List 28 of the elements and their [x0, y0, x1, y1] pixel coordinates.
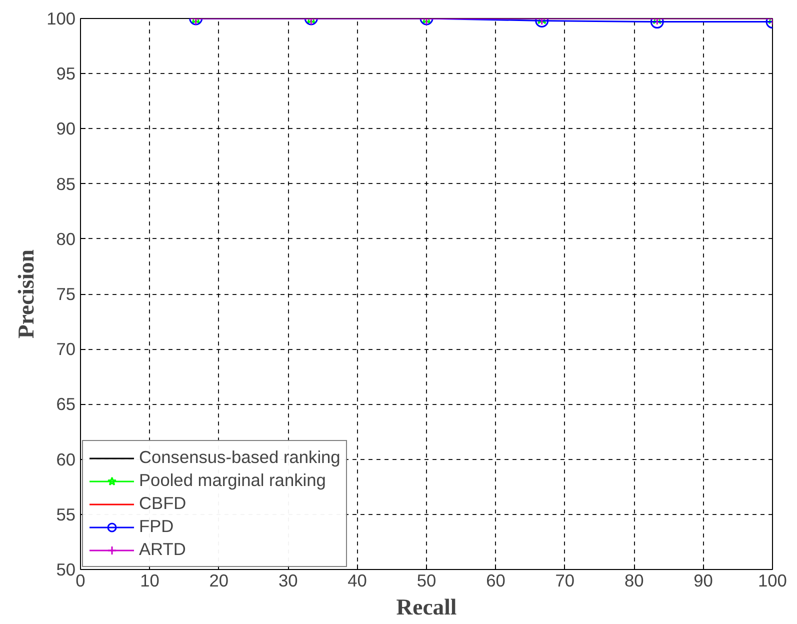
- y-tick-label: 80: [56, 228, 76, 249]
- y-tick-label: 70: [56, 339, 76, 360]
- x-axis-title: Recall: [396, 594, 457, 620]
- y-tick-label: 100: [46, 8, 76, 28]
- x-tick-label: 10: [140, 570, 160, 590]
- y-tick-label: 85: [56, 174, 76, 194]
- legend-label: CBFD: [139, 493, 186, 514]
- legend-label: FPD: [139, 516, 174, 537]
- y-tick-label: 75: [56, 284, 76, 304]
- x-tick-label: 100: [758, 570, 787, 590]
- legend-label: Consensus-based ranking: [139, 447, 340, 468]
- x-tick-label: 70: [555, 570, 575, 590]
- y-tick-label: 90: [56, 118, 76, 139]
- legend-label: Pooled marginal ranking: [139, 470, 326, 491]
- y-axis-title: Precision: [14, 249, 39, 338]
- x-tick-label: 40: [348, 570, 367, 590]
- x-tick-label: 30: [278, 570, 298, 590]
- x-tick-label: 90: [694, 570, 713, 590]
- y-tick-label: 65: [56, 394, 76, 414]
- legend-label: ARTD: [139, 539, 186, 560]
- y-tick-label: 60: [56, 449, 76, 470]
- y-tick-label: 95: [56, 64, 76, 84]
- x-tick-label: 80: [624, 570, 644, 590]
- x-tick-label: 20: [209, 570, 229, 590]
- y-tick-label: 55: [56, 504, 76, 524]
- x-tick-label: 0: [76, 570, 86, 590]
- x-tick-label: 60: [486, 570, 506, 590]
- x-tick-label: 50: [416, 570, 436, 590]
